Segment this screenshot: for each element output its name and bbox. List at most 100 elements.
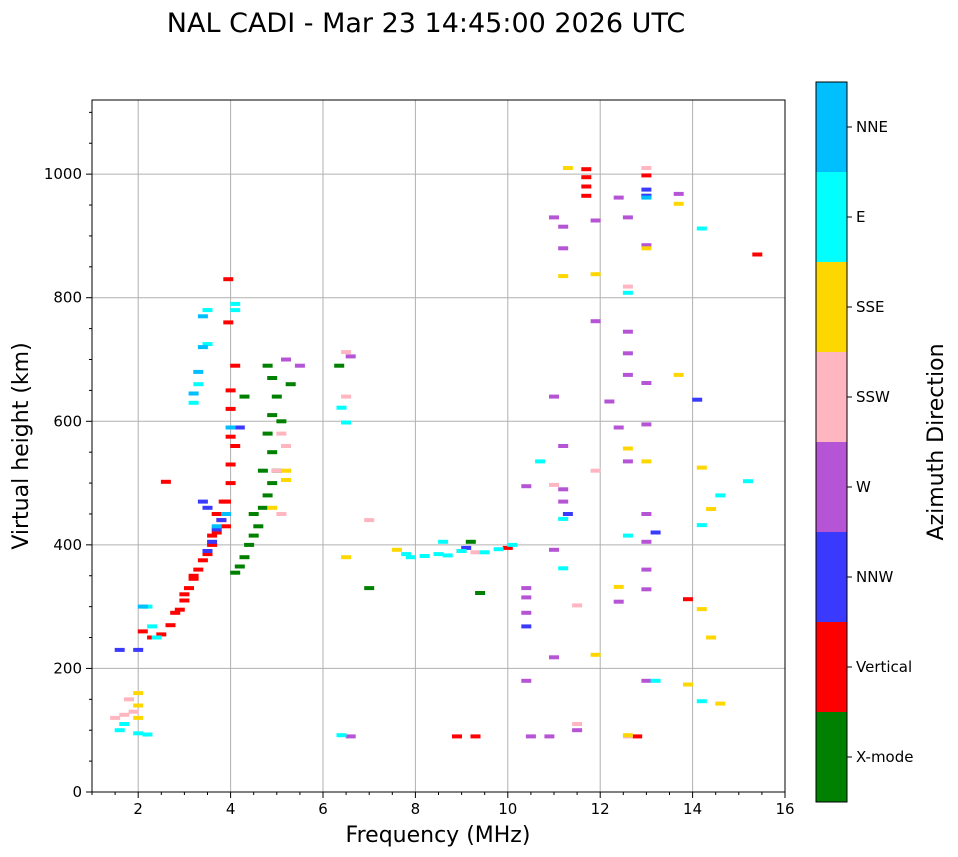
y-tick-label: 200 [53, 659, 82, 677]
data-point-sse [558, 274, 569, 279]
data-point-e [230, 301, 241, 306]
data-point-ssw [549, 482, 559, 487]
data-point-vertical [188, 573, 199, 578]
data-point-w [558, 444, 569, 448]
data-point-vertical [230, 363, 241, 368]
data-point-e [193, 382, 204, 387]
data-point-vertical [156, 632, 167, 637]
data-point-w [521, 678, 532, 683]
data-point-vertical [193, 567, 204, 572]
data-point-sse [281, 478, 291, 482]
data-point-nne [211, 524, 222, 529]
data-point-nne [188, 391, 199, 396]
data-point-sse [133, 703, 144, 708]
data-point-vertical [170, 610, 181, 615]
y-tick-label: 1000 [44, 165, 82, 183]
data-point-vertical [230, 444, 241, 448]
data-point-nne [641, 195, 652, 200]
data-point-nnw [216, 518, 227, 523]
data-point-e [715, 493, 726, 498]
data-point-nnw [197, 499, 208, 504]
data-point-ssw [341, 350, 352, 355]
data-point-nne [197, 345, 208, 350]
data-point-x-mode [465, 539, 476, 544]
colorbar-segments [816, 82, 847, 802]
data-point-vertical [225, 481, 236, 486]
data-point-e [147, 624, 158, 629]
data-point-sse [683, 682, 693, 687]
data-point-nnw [202, 505, 213, 510]
colorbar-label: W [856, 478, 871, 496]
data-point-x-mode [267, 481, 278, 486]
data-point-vertical [632, 734, 643, 739]
data-point-e [622, 290, 633, 295]
data-point-ssw [119, 712, 130, 717]
data-point-ssw [622, 284, 633, 289]
data-point-sse [341, 555, 352, 560]
data-point-vertical [137, 629, 148, 634]
y-tick-label: 600 [53, 412, 82, 430]
data-point-e [142, 732, 153, 737]
data-point-w [641, 567, 652, 572]
data-point-nnw [202, 549, 213, 553]
data-point-nnw [650, 530, 661, 535]
data-point-sse [641, 246, 652, 251]
colorbar-segment [816, 172, 847, 262]
data-point-nnw [234, 425, 245, 430]
data-point-x-mode [364, 586, 375, 591]
data-point-e [696, 226, 707, 231]
data-point-x-mode [267, 450, 278, 455]
data-point-w [641, 678, 652, 683]
data-point-sse [673, 372, 684, 377]
data-point-x-mode [257, 505, 268, 510]
data-point-nnw [114, 647, 125, 652]
colorbar-label: Vertical [856, 658, 912, 676]
data-point-sse [267, 505, 278, 510]
colorbar-segment [816, 442, 847, 532]
colorbar-segment [816, 82, 847, 172]
data-point-vertical [221, 524, 231, 529]
data-point-vertical [225, 462, 236, 467]
data-point-w [294, 363, 305, 368]
data-point-ssw [572, 603, 583, 608]
x-tick-label: 16 [775, 800, 794, 818]
data-point-e [479, 550, 490, 555]
data-point-w [525, 734, 536, 739]
data-point-vertical [179, 592, 190, 597]
data-point-vertical [184, 586, 194, 591]
data-point-w [281, 357, 291, 362]
data-point-vertical [470, 734, 481, 739]
y-tick-label: 400 [53, 536, 82, 554]
data-point-w [622, 459, 633, 464]
data-point-e [558, 516, 569, 521]
data-point-x-mode [230, 570, 241, 575]
data-point-nnw [207, 539, 218, 544]
data-point-e [696, 523, 707, 528]
data-point-w [590, 319, 601, 324]
data-point-sse [590, 272, 601, 277]
data-point-w [613, 425, 624, 430]
colorbar-segment [816, 532, 847, 622]
colorbar-label: X-mode [856, 748, 913, 766]
data-point-nnw [562, 512, 573, 516]
data-point-ssw [341, 394, 352, 399]
data-point-w [673, 191, 684, 196]
data-point-vertical [188, 576, 199, 581]
data-point-vertical [211, 530, 222, 535]
data-point-vertical [179, 598, 190, 603]
data-point-vertical [174, 607, 185, 612]
data-point-sse [391, 547, 402, 552]
data-point-w [641, 422, 652, 427]
data-point-vertical [581, 193, 592, 198]
data-point-vertical [207, 533, 218, 538]
data-point-nnw [133, 647, 144, 652]
colorbar-segment [816, 262, 847, 352]
data-point-e [419, 554, 430, 558]
data-point-w [641, 512, 652, 516]
data-point-e [341, 420, 352, 425]
x-tick-label: 4 [226, 800, 236, 818]
data-points [110, 166, 763, 739]
data-point-vertical [502, 545, 513, 550]
x-tick-label: 14 [683, 800, 702, 818]
data-point-e [336, 733, 347, 738]
